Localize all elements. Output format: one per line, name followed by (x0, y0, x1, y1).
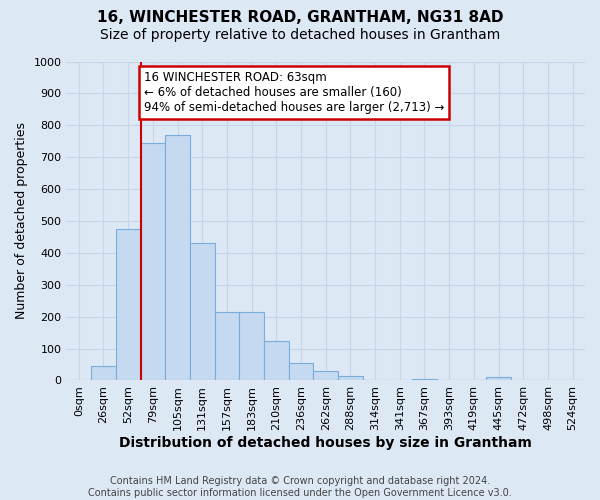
Bar (165, 135, 190, 380)
Bar (313, 371, 338, 380)
Bar (412, 379, 437, 380)
Bar (264, 340, 289, 380)
Bar (338, 376, 363, 380)
Text: 16 WINCHESTER ROAD: 63sqm
← 6% of detached houses are smaller (160)
94% of semi-: 16 WINCHESTER ROAD: 63sqm ← 6% of detach… (144, 71, 445, 114)
Y-axis label: Number of detached properties: Number of detached properties (15, 122, 28, 320)
Bar (116, 229, 140, 380)
Text: 16, WINCHESTER ROAD, GRANTHAM, NG31 8AD: 16, WINCHESTER ROAD, GRANTHAM, NG31 8AD (97, 10, 503, 25)
Text: Contains HM Land Registry data © Crown copyright and database right 2024.
Contai: Contains HM Land Registry data © Crown c… (88, 476, 512, 498)
Bar (215, 312, 239, 380)
Bar (289, 363, 313, 380)
Text: Size of property relative to detached houses in Grantham: Size of property relative to detached ho… (100, 28, 500, 42)
Bar (190, 244, 215, 380)
Bar (91, 366, 116, 380)
Bar (486, 378, 511, 380)
Bar (140, 143, 165, 380)
X-axis label: Distribution of detached houses by size in Grantham: Distribution of detached houses by size … (119, 436, 532, 450)
Bar (239, 312, 264, 380)
